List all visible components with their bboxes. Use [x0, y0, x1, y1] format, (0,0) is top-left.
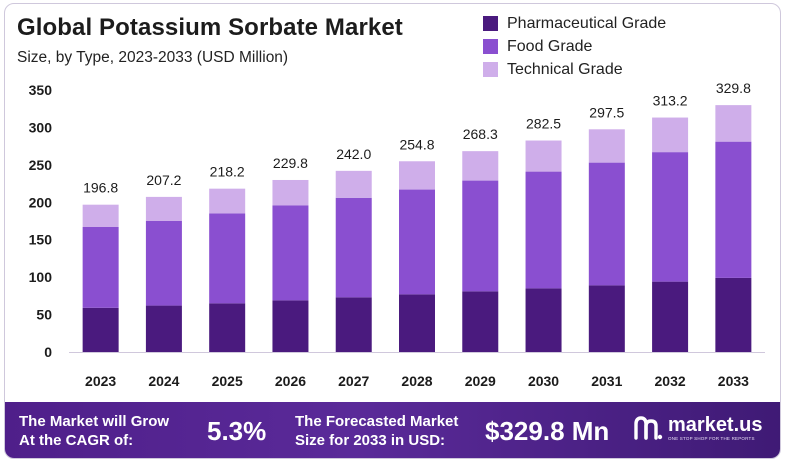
bar-pharmaceutical-2025 [209, 303, 246, 352]
forecast-label-line2: Size for 2033 in USD: [295, 432, 446, 449]
y-tick-label: 200 [29, 194, 53, 210]
bar-technical-2029 [462, 151, 499, 181]
x-tick-label-2027: 2027 [338, 373, 369, 389]
y-tick-label: 350 [29, 82, 53, 98]
bar-pharmaceutical-2023 [82, 307, 119, 352]
forecast-value: $329.8 Mn [485, 416, 610, 446]
bar-pharmaceutical-2032 [652, 281, 689, 352]
forecast-label: The Forecasted Market Size for 2033 in U… [295, 412, 458, 450]
market-us-logo-icon [634, 416, 663, 440]
bar-pharmaceutical-2033 [715, 277, 752, 352]
total-label-2028: 254.8 [399, 136, 434, 152]
legend-swatch-pharmaceutical [483, 16, 498, 31]
legend: Pharmaceutical Grade Food Grade Technica… [483, 12, 666, 81]
total-label-2026: 229.8 [273, 155, 308, 171]
x-tick-label-2032: 2032 [655, 373, 686, 389]
chart-frame: Global Potassium Sorbate Market Size, by… [4, 3, 781, 459]
bar-food-2026 [272, 205, 309, 301]
bar-technical-2023 [82, 204, 119, 227]
bar-technical-2032 [652, 117, 689, 153]
bar-food-2029 [462, 180, 499, 292]
bar-technical-2030 [525, 140, 562, 172]
legend-swatch-food [483, 39, 498, 54]
chart-title: Global Potassium Sorbate Market [17, 14, 403, 41]
bar-food-2023 [82, 226, 119, 308]
bar-technical-2026 [272, 179, 309, 206]
y-tick-label: 50 [36, 307, 52, 323]
x-tick-label-2026: 2026 [275, 373, 306, 389]
x-tick-label-2025: 2025 [212, 373, 243, 389]
cagr-label-line1: The Market will Grow [19, 413, 170, 430]
x-tick-label-2023: 2023 [85, 373, 116, 389]
legend-item-technical: Technical Grade [483, 58, 666, 81]
cagr-label-line2: At the CAGR of: [19, 432, 134, 449]
cagr-value: 5.3% [207, 416, 267, 446]
total-label-2030: 282.5 [526, 116, 561, 132]
legend-swatch-technical [483, 62, 498, 77]
y-tick-label: 100 [29, 269, 53, 285]
legend-item-pharmaceutical: Pharmaceutical Grade [483, 12, 666, 35]
bar-food-2024 [145, 221, 182, 306]
bar-technical-2025 [209, 188, 246, 214]
bar-pharmaceutical-2029 [462, 291, 499, 352]
legend-label-food: Food Grade [507, 37, 593, 55]
bar-pharmaceutical-2026 [272, 300, 309, 352]
x-tick-label-2024: 2024 [148, 373, 179, 389]
cagr-label: The Market will Grow At the CAGR of: [19, 412, 169, 450]
total-label-2032: 313.2 [653, 93, 688, 109]
bar-food-2030 [525, 171, 562, 289]
bar-pharmaceutical-2027 [335, 297, 372, 352]
y-tick-label: 300 [29, 119, 53, 135]
y-tick-label: 150 [29, 232, 53, 248]
legend-label-pharmaceutical: Pharmaceutical Grade [507, 14, 667, 32]
bar-pharmaceutical-2028 [399, 294, 435, 352]
bar-technical-2028 [399, 161, 435, 190]
x-tick-label-2028: 2028 [401, 373, 432, 389]
y-tick-label: 0 [44, 344, 52, 360]
chart-subtitle: Size, by Type, 2023-2033 (USD Million) [17, 49, 289, 66]
bar-technical-2031 [588, 129, 625, 163]
total-label-2031: 297.5 [589, 104, 624, 120]
bar-food-2033 [715, 141, 752, 278]
x-tick-label-2030: 2030 [528, 373, 559, 389]
total-label-2025: 218.2 [210, 164, 245, 180]
bar-pharmaceutical-2031 [588, 285, 625, 352]
bar-technical-2024 [145, 196, 182, 221]
y-tick-label: 250 [29, 157, 53, 173]
bar-food-2032 [652, 152, 689, 282]
bar-technical-2033 [715, 105, 752, 142]
bar-pharmaceutical-2030 [525, 288, 562, 352]
legend-label-technical: Technical Grade [507, 60, 623, 78]
x-tick-label-2029: 2029 [465, 373, 496, 389]
footer-banner: The Market will Grow At the CAGR of: 5.3… [5, 402, 780, 458]
brand-tagline: ONE STOP SHOP FOR THE REPORTS [668, 435, 755, 441]
total-label-2029: 268.3 [463, 126, 498, 142]
bar-technical-2027 [335, 170, 372, 198]
total-label-2024: 207.2 [146, 172, 181, 188]
chart-plot-area: 0 50 100 150 200 250 300 350 196.8 2023 207.2 2024 2… [29, 80, 765, 389]
x-tick-label-2033: 2033 [718, 373, 749, 389]
brand-name: market.us [668, 413, 763, 436]
total-label-2033: 329.8 [716, 80, 751, 96]
bar-pharmaceutical-2024 [145, 305, 182, 352]
total-label-2023: 196.8 [83, 180, 118, 196]
x-tick-label-2031: 2031 [591, 373, 622, 389]
bar-food-2027 [335, 197, 372, 298]
bar-food-2028 [399, 189, 435, 295]
legend-item-food: Food Grade [483, 35, 666, 58]
total-label-2027: 242.0 [336, 146, 371, 162]
brand-logo: market.us ONE STOP SHOP FOR THE REPORTS [633, 414, 763, 442]
bar-food-2031 [588, 162, 625, 286]
forecast-label-line1: The Forecasted Market [295, 413, 459, 430]
bar-food-2025 [209, 213, 246, 304]
